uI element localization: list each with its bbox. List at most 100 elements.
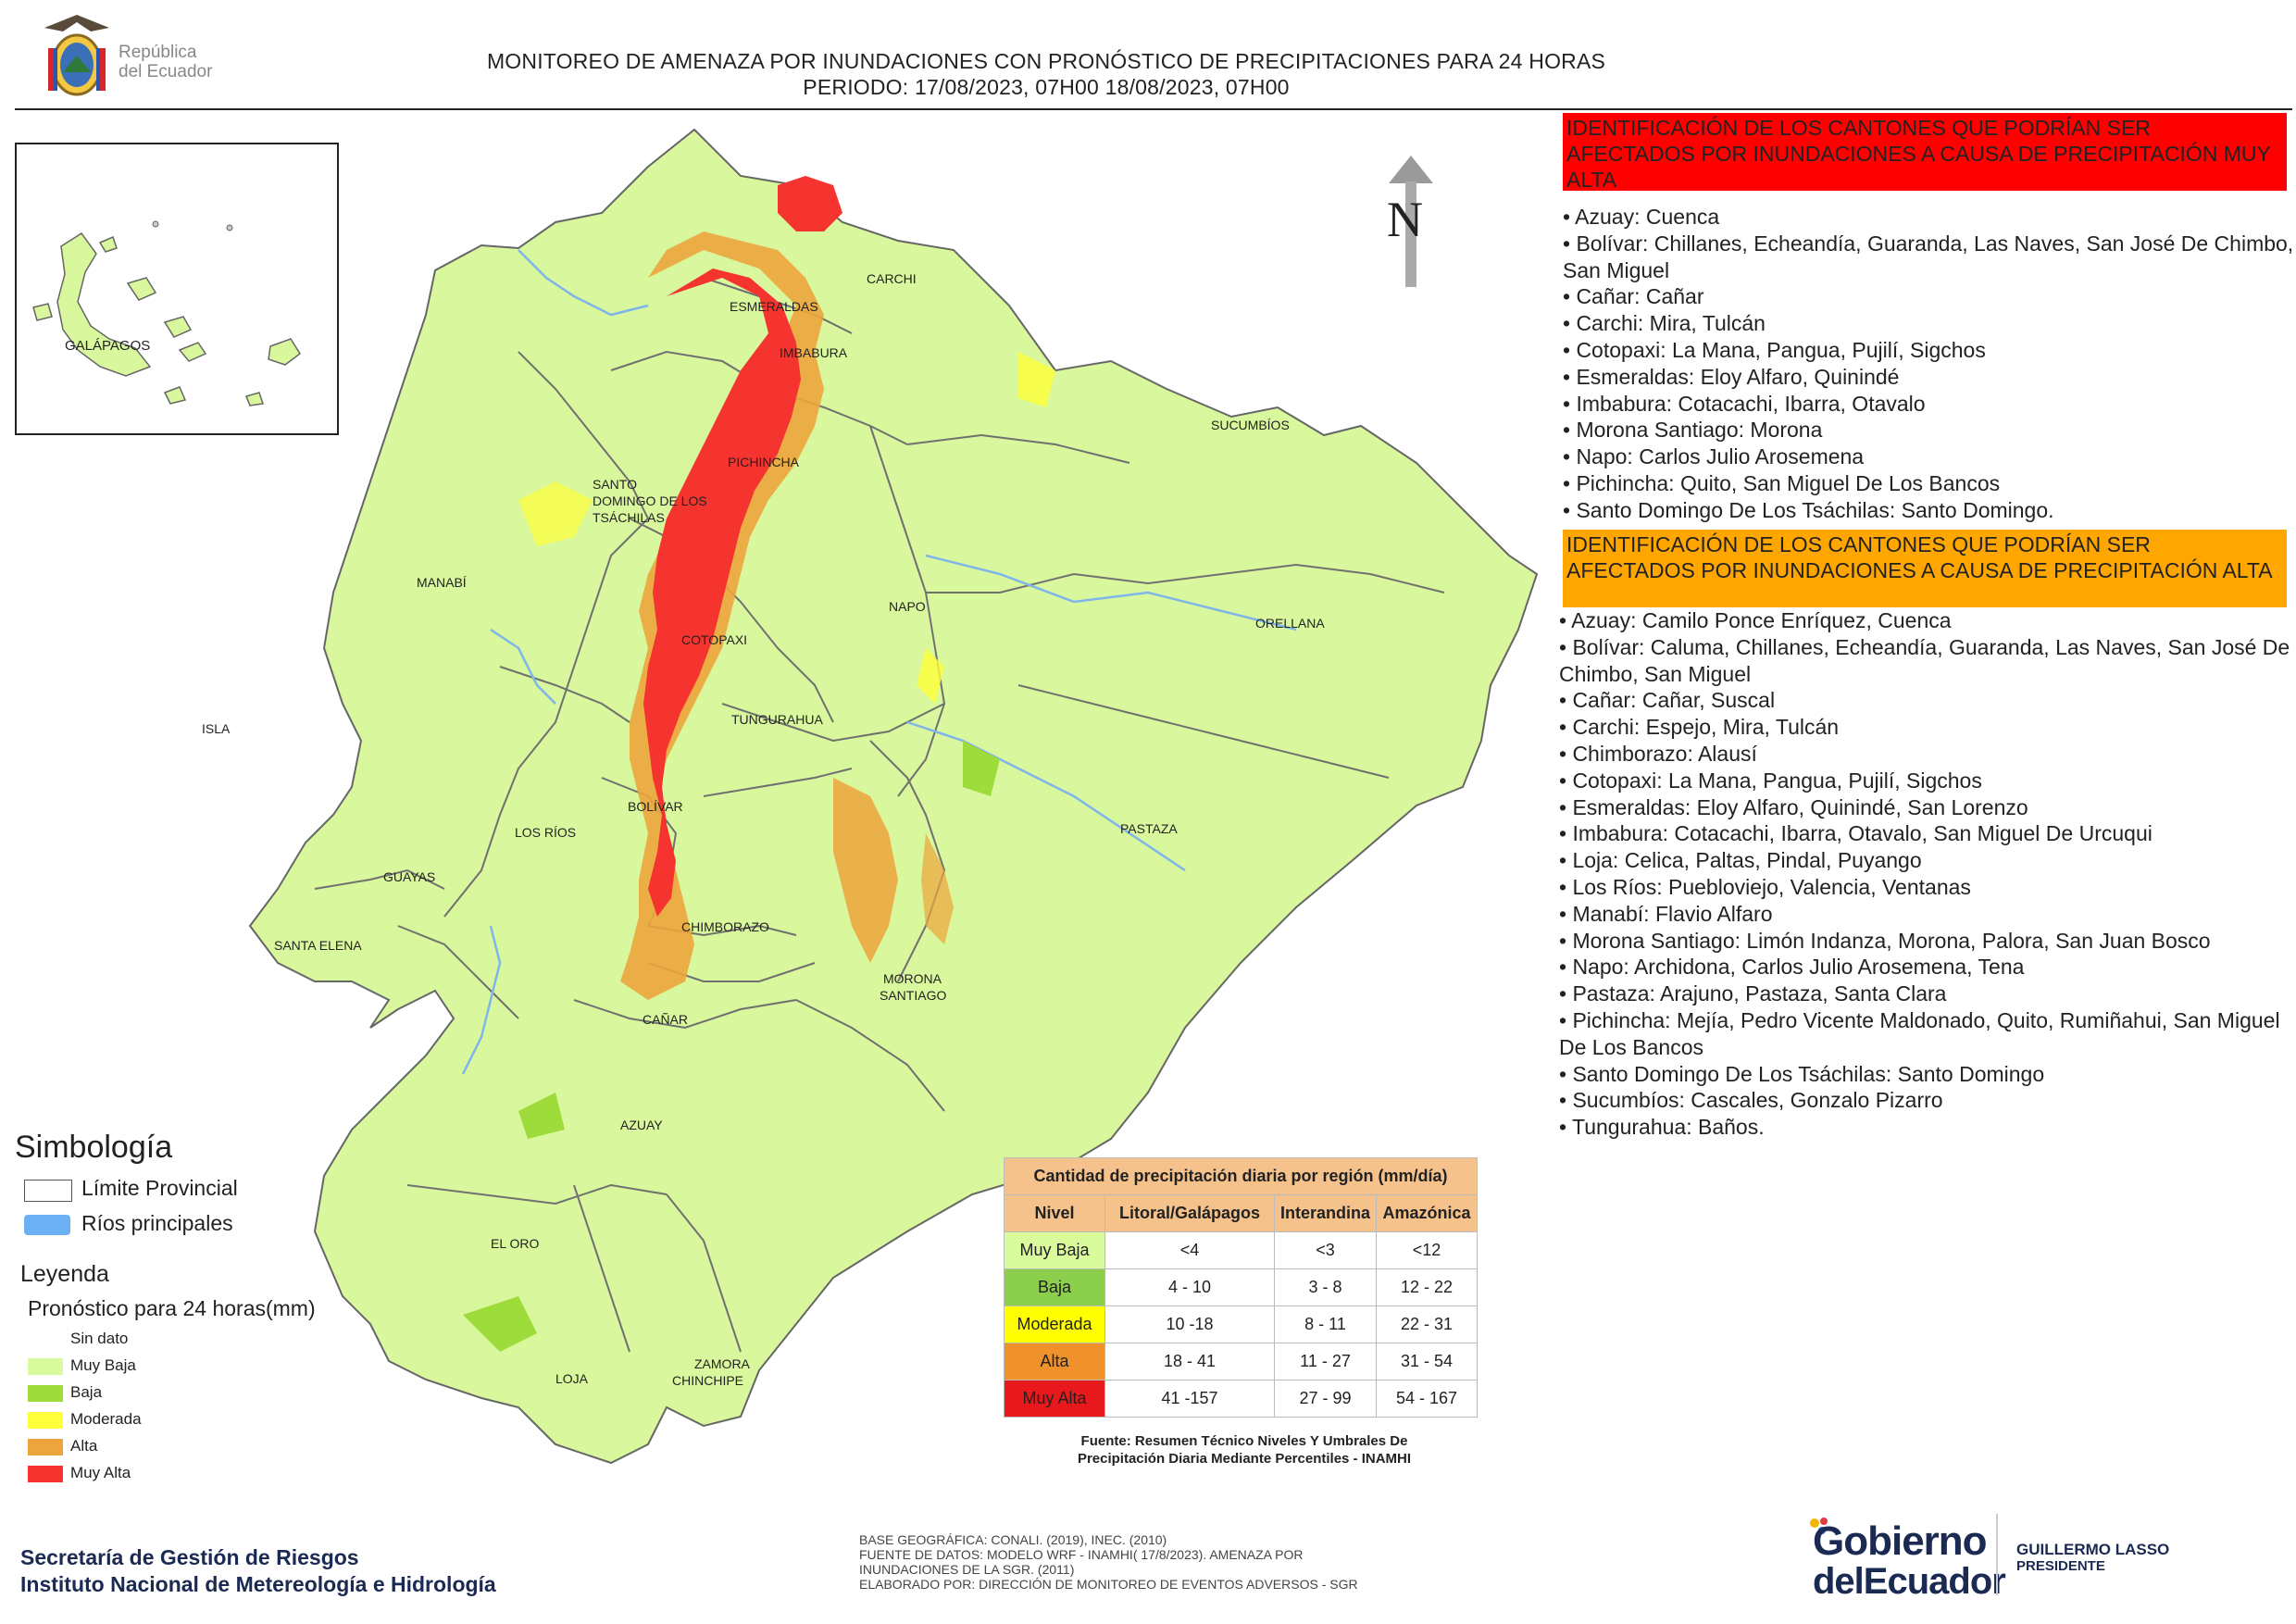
rivers-swatch [24, 1215, 70, 1235]
list-item: • Sucumbíos: Cascales, Gonzalo Pizarro [1559, 1088, 1943, 1113]
list-item: • Cañar: Cañar, Suscal [1559, 688, 1776, 713]
table-cell: 27 - 99 [1273, 1380, 1378, 1418]
province-label: EL ORO [491, 1236, 539, 1251]
table-cell: 54 - 167 [1376, 1380, 1479, 1418]
footer-sgr: Secretaría de Gestión de Riesgos [20, 1545, 359, 1569]
province-label: LOJA [555, 1371, 589, 1386]
header-divider [15, 108, 2292, 110]
province-label: ESMERALDAS [730, 299, 818, 314]
province-label: COTOPAXI [681, 632, 747, 647]
footer-separator [1996, 1514, 1998, 1595]
list-item: • Cañar: Cañar [1563, 284, 1704, 309]
province-label: NAPO [889, 599, 926, 614]
list-item: • Napo: Archidona, Carlos Julio Arosemen… [1559, 955, 2025, 980]
table-header: Amazónica [1376, 1194, 1479, 1232]
footer-institutions: Secretaría de Gestión de Riesgos Institu… [20, 1544, 496, 1598]
major-rivers [461, 249, 1297, 1075]
list-item: • Imbabura: Cotacachi, Ibarra, Otavalo, … [1559, 821, 2152, 846]
list-item: • Esmeraldas: Eloy Alfaro, Quinindé [1563, 364, 1900, 389]
ecuador-coat-of-arms-logo [35, 11, 119, 104]
high-cantons-list: • Azuay: Camilo Ponce Enríquez, Cuenca •… [1559, 607, 2290, 1141]
list-item: • Pastaza: Arajuno, Pastaza, Santa Clara [1559, 981, 1947, 1006]
legend-swatch [28, 1439, 63, 1455]
list-item: • Santo Domingo De Los Tsáchilas: Santo … [1559, 1061, 2045, 1086]
del-ecuador-text: delEcuador [1813, 1561, 2006, 1602]
table-cell: 11 - 27 [1273, 1343, 1378, 1380]
north-letter: N [1387, 192, 1423, 247]
province-label: SANTIAGO [880, 988, 946, 1003]
table-cell: 8 - 11 [1273, 1305, 1378, 1343]
table-cell: 18 - 41 [1104, 1343, 1275, 1380]
legend-label: Baja [70, 1383, 103, 1401]
table-cell: <12 [1376, 1231, 1479, 1269]
list-item: • Pichincha: Mejía, Pedro Vicente Maldon… [1559, 1007, 2280, 1059]
province-label: BOLÍVAR [628, 799, 683, 814]
list-item: • Napo: Carlos Julio Arosemena [1563, 444, 1865, 469]
page-title: MONITOREO DE AMENAZA POR INUNDACIONES CO… [352, 48, 1741, 100]
list-item: • Morona Santiago: Morona [1563, 418, 1823, 443]
table-cell: 22 - 31 [1376, 1305, 1479, 1343]
table-cell: 10 -18 [1104, 1305, 1275, 1343]
province-label: SUCUMBÍOS [1211, 418, 1290, 432]
list-item: • Santo Domingo De Los Tsáchilas: Santo … [1563, 497, 2054, 522]
level-cell: Alta [1004, 1343, 1105, 1380]
province-label: PASTAZA [1120, 821, 1178, 836]
table-cell: <4 [1104, 1231, 1275, 1269]
legend-label: Moderada [70, 1410, 142, 1428]
level-cell: Moderada [1004, 1305, 1105, 1343]
rivers-label: Ríos principales [81, 1211, 233, 1235]
list-item: • Los Ríos: Puebloviejo, Valencia, Venta… [1559, 874, 1971, 899]
north-arrow [1389, 156, 1433, 287]
very-high-cantons-list: • Azuay: Cuenca • Bolívar: Chillanes, Ec… [1563, 204, 2294, 524]
republica-line2: del Ecuador [119, 62, 213, 81]
table-cell: 12 - 22 [1376, 1268, 1479, 1306]
list-item: • Loja: Celica, Paltas, Pindal, Puyango [1559, 848, 1922, 873]
footer-source-line: INUNDACIONES DE LA SGR. (2011) [859, 1562, 1075, 1577]
page-title-line1: MONITOREO DE AMENAZA POR INUNDACIONES CO… [486, 49, 1606, 73]
simbologia-title: Simbología [15, 1130, 173, 1165]
footer-source-line: ELABORADO POR: DIRECCIÓN DE MONITOREO DE… [859, 1577, 1358, 1592]
list-item: • Bolívar: Chillanes, Echeandía, Guarand… [1563, 231, 2294, 282]
list-item: • Bolívar: Caluma, Chillanes, Echeandía,… [1559, 634, 2290, 686]
mainland-area [248, 128, 1539, 1465]
footer-source-line: FUENTE DE DATOS: MODELO WRF - INAMHI( 17… [859, 1547, 1304, 1562]
province-label: CHIMBORAZO [681, 919, 769, 934]
legend-swatch [28, 1385, 63, 1402]
province-label: CHINCHIPE [672, 1373, 743, 1388]
table-header: Nivel [1004, 1194, 1105, 1232]
list-item: • Carchi: Mira, Tulcán [1563, 311, 1766, 336]
province-label: DOMINGO DE LOS [593, 493, 707, 508]
list-item: • Azuay: Cuenca [1563, 205, 1720, 229]
republica-del-ecuador-text: República del Ecuador [119, 43, 212, 81]
leyenda-subtitle: Pronóstico para 24 horas(mm) [28, 1296, 316, 1320]
legend-swatch [28, 1466, 63, 1482]
legend-swatch [28, 1358, 63, 1375]
galapagos-inset: GALÁPAGOS [15, 143, 339, 435]
list-item: • Cotopaxi: La Mana, Pangua, Pujilí, Sig… [1559, 768, 1982, 793]
table-row: Muy Baja <4 <3 <12 [1004, 1231, 1479, 1269]
provincial-limit-swatch [24, 1180, 72, 1202]
province-label: MANABÍ [417, 575, 467, 590]
provincial-limit-label: Límite Provincial [81, 1176, 238, 1200]
high-heading: IDENTIFICACIÓN DE LOS CANTONES QUE PODRÍ… [1563, 530, 2287, 607]
footer-sources: BASE GEOGRÁFICA: CONALI. (2019), INEC. (… [859, 1532, 1433, 1592]
president-name: GUILLERMO LASSO [2016, 1541, 2170, 1558]
level-cell: Baja [1004, 1268, 1105, 1306]
province-label: ISLA [202, 721, 231, 736]
list-item: • Chimborazo: Alausí [1559, 741, 1757, 766]
province-label: CAÑAR [643, 1012, 688, 1027]
table-title: Cantidad de precipitación diaria por reg… [1003, 1157, 1479, 1195]
list-item: • Esmeraldas: Eloy Alfaro, Quinindé, San… [1559, 794, 2028, 819]
list-item: • Morona Santiago: Limón Indanza, Morona… [1559, 928, 2211, 953]
level-cell: Muy Baja [1004, 1231, 1105, 1269]
table-row: Muy Alta 41 -157 27 - 99 54 - 167 [1004, 1380, 1479, 1418]
page-title-line2: PERIODO: 17/08/2023, 07H00 18/08/2023, 0… [803, 75, 1290, 99]
leyenda-title: Leyenda [20, 1261, 109, 1287]
list-item: • Tungurahua: Baños. [1559, 1115, 1765, 1140]
precipitation-table: Cantidad de precipitación diaria por reg… [1003, 1157, 1479, 1418]
province-label: ZAMORA [694, 1356, 751, 1371]
gobierno-logo-mark [1805, 1514, 1833, 1546]
province-label: CARCHI [867, 271, 917, 286]
province-label: SANTO [593, 477, 637, 492]
president-title: PRESIDENTE [2016, 1558, 2105, 1574]
